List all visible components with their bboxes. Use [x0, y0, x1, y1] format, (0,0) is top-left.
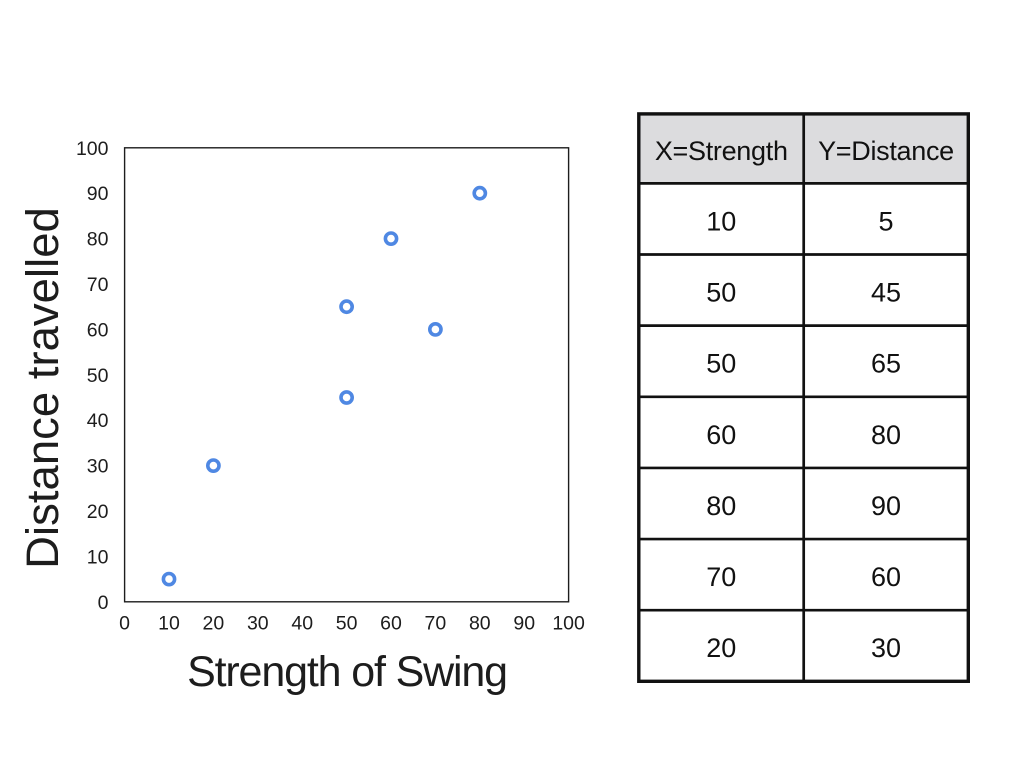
svg-text:50: 50: [706, 278, 736, 308]
svg-text:0: 0: [119, 613, 130, 635]
svg-text:Strength of Swing: Strength of Swing: [187, 648, 507, 696]
svg-text:100: 100: [552, 613, 585, 635]
svg-text:0: 0: [98, 592, 109, 614]
svg-text:X=Strength: X=Strength: [655, 136, 788, 166]
svg-text:5: 5: [878, 206, 893, 236]
svg-text:50: 50: [87, 365, 109, 387]
svg-text:60: 60: [706, 420, 736, 450]
svg-text:100: 100: [76, 138, 109, 160]
svg-text:10: 10: [158, 613, 180, 635]
svg-text:90: 90: [871, 491, 901, 521]
svg-text:90: 90: [87, 183, 109, 205]
svg-text:80: 80: [469, 613, 491, 635]
svg-text:80: 80: [871, 420, 901, 450]
svg-text:80: 80: [706, 491, 736, 521]
svg-text:40: 40: [291, 613, 313, 635]
svg-text:70: 70: [706, 562, 736, 592]
svg-text:80: 80: [87, 229, 109, 251]
svg-text:20: 20: [706, 633, 736, 663]
svg-text:40: 40: [87, 410, 109, 432]
svg-text:30: 30: [247, 613, 269, 635]
svg-text:70: 70: [425, 613, 447, 635]
svg-text:50: 50: [336, 613, 358, 635]
svg-text:30: 30: [87, 456, 109, 478]
svg-text:45: 45: [871, 278, 901, 308]
svg-text:65: 65: [871, 349, 901, 379]
svg-text:20: 20: [203, 613, 225, 635]
svg-text:60: 60: [87, 319, 109, 341]
svg-text:Y=Distance: Y=Distance: [818, 136, 954, 166]
svg-text:30: 30: [871, 633, 901, 663]
svg-text:50: 50: [706, 349, 736, 379]
svg-text:60: 60: [380, 613, 402, 635]
svg-text:10: 10: [87, 546, 109, 568]
svg-text:Distance travelled: Distance travelled: [17, 207, 68, 569]
svg-text:70: 70: [87, 274, 109, 296]
svg-text:60: 60: [871, 562, 901, 592]
svg-text:10: 10: [706, 206, 736, 236]
svg-text:90: 90: [513, 613, 535, 635]
svg-text:20: 20: [87, 501, 109, 523]
